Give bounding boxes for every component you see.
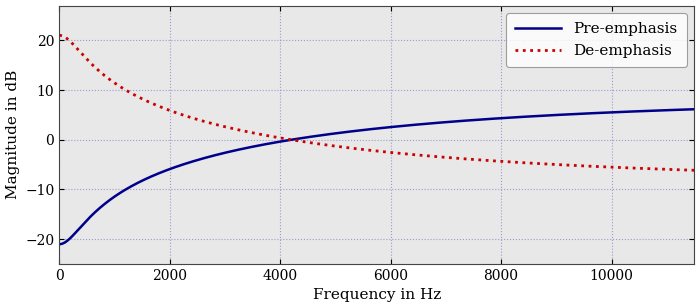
Pre-emphasis bbox=[93, 209, 102, 212]
Pre-emphasis bbox=[690, 107, 699, 111]
Line: De-emphasis: De-emphasis bbox=[60, 35, 694, 170]
De-emphasis bbox=[55, 34, 64, 37]
Pre-emphasis bbox=[179, 162, 188, 166]
De-emphasis bbox=[93, 67, 102, 71]
Pre-emphasis bbox=[81, 220, 90, 224]
Pre-emphasis bbox=[58, 242, 66, 245]
De-emphasis bbox=[179, 113, 188, 117]
De-emphasis bbox=[657, 167, 665, 171]
De-emphasis bbox=[365, 148, 374, 152]
Pre-emphasis bbox=[657, 108, 665, 112]
X-axis label: Frequency in Hz: Frequency in Hz bbox=[313, 289, 441, 302]
De-emphasis bbox=[81, 56, 90, 60]
Y-axis label: Magnitude in dB: Magnitude in dB bbox=[6, 70, 20, 199]
De-emphasis bbox=[690, 168, 699, 172]
Legend: Pre-emphasis, De-emphasis: Pre-emphasis, De-emphasis bbox=[506, 13, 687, 67]
Pre-emphasis bbox=[365, 128, 374, 131]
De-emphasis bbox=[58, 34, 66, 38]
Pre-emphasis bbox=[55, 242, 64, 246]
Line: Pre-emphasis: Pre-emphasis bbox=[60, 109, 694, 244]
